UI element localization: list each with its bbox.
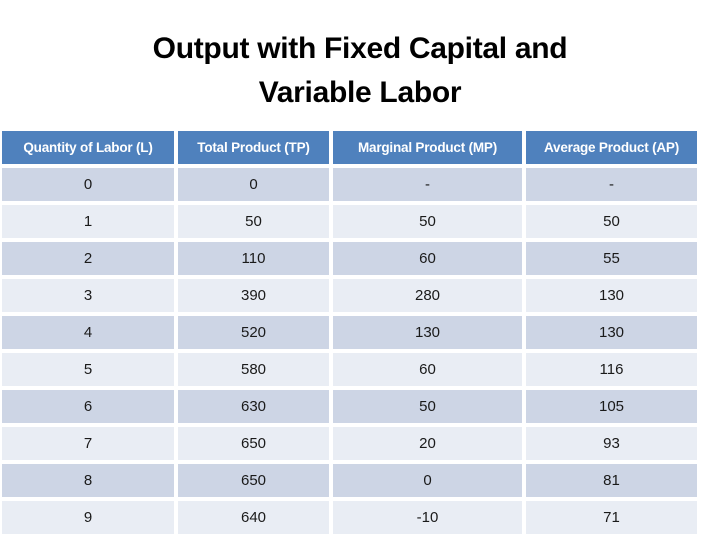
title-line-2: Variable Labor (258, 76, 462, 109)
table-row: 4 520 130 130 (2, 316, 697, 349)
output-table: Quantity of Labor (L) Total Product (TP) M… (0, 127, 701, 538)
table-row: 5 580 60 116 (2, 353, 697, 386)
title-line-1: Output with Fixed Capital and (152, 32, 568, 65)
table-cell: 520 (178, 316, 329, 349)
table-cell: 130 (526, 279, 697, 312)
table-cell: 9 (2, 501, 174, 534)
table-cell: 93 (526, 427, 697, 460)
table-cell: 390 (178, 279, 329, 312)
table-cell: - (333, 168, 522, 201)
table-cell: 130 (526, 316, 697, 349)
table-cell: 60 (333, 353, 522, 386)
table-body: 0 0- -1 50 50 50 2 110 60 55 3 390 280 130 4 520 130 130 5… (2, 168, 697, 534)
table-cell: 50 (333, 205, 522, 238)
table-cell: 4 (2, 316, 174, 349)
table-cell: 6 (2, 390, 174, 423)
table-cell: 50 (526, 205, 697, 238)
column-header: Average Product (AP) (526, 131, 697, 164)
table-cell: 3 (2, 279, 174, 312)
table-cell: 580 (178, 353, 329, 386)
table-cell: 280 (333, 279, 522, 312)
table-cell: 81 (526, 464, 697, 497)
header-row: Quantity of Labor (L) Total Product (TP) M… (2, 131, 697, 164)
table-cell: 55 (526, 242, 697, 275)
table-row: 2 110 60 55 (2, 242, 697, 275)
table-row: 1 50 50 50 (2, 205, 697, 238)
table-cell: 71 (526, 501, 697, 534)
table-cell: 105 (526, 390, 697, 423)
table-cell: 1 (2, 205, 174, 238)
table-cell: 60 (333, 242, 522, 275)
table-cell: 7 (2, 427, 174, 460)
table-cell: 5 (2, 353, 174, 386)
table-row: 9 640 -10 71 (2, 501, 697, 534)
slide-title: Output with Fixed Capital and Variable L… (0, 27, 720, 115)
column-header: Quantity of Labor (L) (2, 131, 174, 164)
table-row: 8 650 0 81 (2, 464, 697, 497)
table-cell: 650 (178, 464, 329, 497)
table-cell: -10 (333, 501, 522, 534)
table-cell: - (526, 168, 697, 201)
column-header: Total Product (TP) (178, 131, 329, 164)
table-cell: 2 (2, 242, 174, 275)
table-row: 7 650 20 93 (2, 427, 697, 460)
table-cell: 630 (178, 390, 329, 423)
table-row: 6 630 50 105 (2, 390, 697, 423)
table-cell: 116 (526, 353, 697, 386)
table-cell: 0 (2, 168, 174, 201)
table-cell: 110 (178, 242, 329, 275)
table-cell: 130 (333, 316, 522, 349)
table-cell: 0 (333, 464, 522, 497)
table-cell: 20 (333, 427, 522, 460)
table-cell: 640 (178, 501, 329, 534)
table-row: 3 390 280 130 (2, 279, 697, 312)
table-cell: 0 (178, 168, 329, 201)
table-cell: 50 (178, 205, 329, 238)
table-cell: 50 (333, 390, 522, 423)
table-cell: 8 (2, 464, 174, 497)
table-cell: 650 (178, 427, 329, 460)
column-header: Marginal Product (MP) (333, 131, 522, 164)
